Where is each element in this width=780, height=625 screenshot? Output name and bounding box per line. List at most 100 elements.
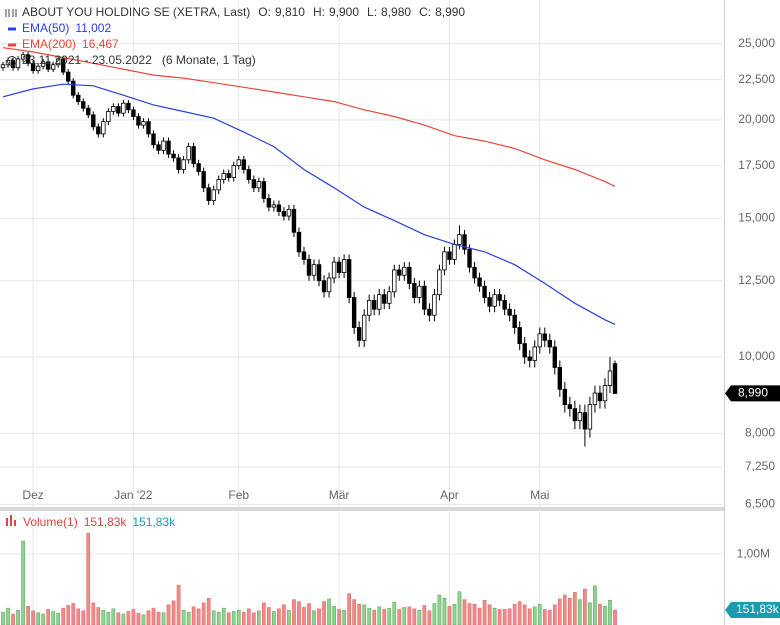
volume-bar (568, 598, 572, 625)
y-tick-label: 7,250 (745, 459, 775, 473)
candle-body (71, 80, 76, 96)
candle-body (96, 126, 101, 135)
volume-bar (111, 608, 116, 625)
clock-hand (11, 58, 14, 62)
volume-bar (472, 603, 477, 625)
candle-body (136, 116, 141, 126)
candle-body (452, 243, 457, 260)
volume-bar (191, 606, 196, 625)
volume-bar (91, 602, 96, 625)
y-tick-label: 10,000 (738, 349, 775, 363)
quote-name: H: (313, 5, 325, 19)
candle-body (331, 261, 337, 279)
candle-body (587, 404, 593, 430)
legend-entry: EMA(50) 11,002 (22, 21, 111, 35)
candle-body (221, 173, 226, 180)
candle-body (492, 294, 497, 307)
candle-body (356, 327, 362, 341)
candle-body (457, 234, 462, 245)
volume-bar (552, 604, 557, 625)
volume-value: 151,83k (132, 515, 176, 529)
volume-bar (367, 607, 372, 625)
candle-body (30, 62, 36, 72)
candle-body (101, 121, 106, 135)
candle-body (557, 367, 563, 390)
candle-body (181, 159, 186, 170)
volume-tag-label: 151,83k (736, 602, 780, 616)
volume-bar (502, 609, 507, 625)
candle-body (351, 297, 357, 328)
candle-body (106, 111, 111, 123)
candle-body (211, 189, 216, 201)
volume-bar (442, 598, 447, 625)
x-tick-label: Mai (530, 488, 549, 502)
candle-body (86, 107, 91, 116)
candle-body (597, 392, 603, 402)
candle-body (607, 370, 613, 386)
volume-bar (46, 609, 50, 625)
volume-bar (216, 611, 221, 625)
volume-bar (447, 605, 452, 625)
volume-bar (161, 612, 166, 625)
candle-body (226, 173, 231, 178)
candle-body (417, 285, 422, 298)
volume-bar (96, 607, 101, 625)
x-tick-label: Mär (329, 488, 350, 502)
legend-name: EMA(200) (22, 37, 76, 51)
candle-body (301, 251, 307, 260)
volume-bar (277, 608, 281, 625)
volume-bar (141, 614, 146, 625)
volume-bar (522, 604, 527, 625)
volume-name: Volume(1) (23, 515, 78, 529)
candle-body (361, 314, 367, 341)
candle-body (537, 333, 542, 348)
volume-bar (21, 540, 25, 625)
volume-bar (312, 610, 316, 625)
candle-body (131, 109, 136, 117)
volume-bar (101, 609, 106, 625)
candle-body (412, 283, 417, 298)
volume-bar (76, 608, 81, 625)
candle-body (271, 204, 277, 208)
legend-value: 11,002 (75, 21, 111, 35)
candle-body (432, 294, 437, 316)
volume-bar (583, 588, 587, 625)
volume-bar (422, 605, 427, 625)
plot (0, 47, 618, 447)
candle-body (50, 64, 56, 70)
candle-body (547, 339, 552, 348)
candle-body (216, 179, 221, 191)
candle-body (407, 266, 412, 284)
candle-body (266, 198, 272, 208)
legend: ABOUT YOU HOLDING SE (XETRA, Last) O: 9,81… (5, 5, 465, 67)
candle-body (377, 294, 382, 310)
volume-bar (16, 609, 20, 625)
volume-bar (241, 611, 246, 625)
candle-body (527, 356, 532, 361)
y-tick-label: 12,500 (738, 273, 775, 287)
volume-bar (397, 609, 402, 625)
volume-bar (181, 609, 186, 625)
candle-body (512, 314, 517, 328)
volume-bar (317, 608, 321, 625)
volume-bar (603, 605, 607, 625)
candle-body (447, 251, 452, 260)
volume-bar (131, 609, 136, 625)
volume-bar (41, 613, 45, 625)
volume-icon (6, 518, 8, 526)
volume-bar (126, 611, 131, 625)
volume-bar (51, 611, 56, 625)
candle-body (582, 412, 588, 430)
volume-bar (332, 605, 336, 625)
candle-body (261, 181, 267, 199)
volume-value: 151,83k (84, 515, 128, 529)
candle-body (141, 121, 146, 126)
volume-bar (452, 603, 457, 625)
volume-bar (482, 599, 487, 625)
x-tick-label: Dez (22, 488, 43, 502)
candle-body (25, 54, 31, 64)
volume-bar (66, 605, 71, 625)
candle-body (236, 159, 241, 167)
price-tag-label: 8,990 (738, 386, 768, 400)
volume-bar (1, 611, 5, 625)
